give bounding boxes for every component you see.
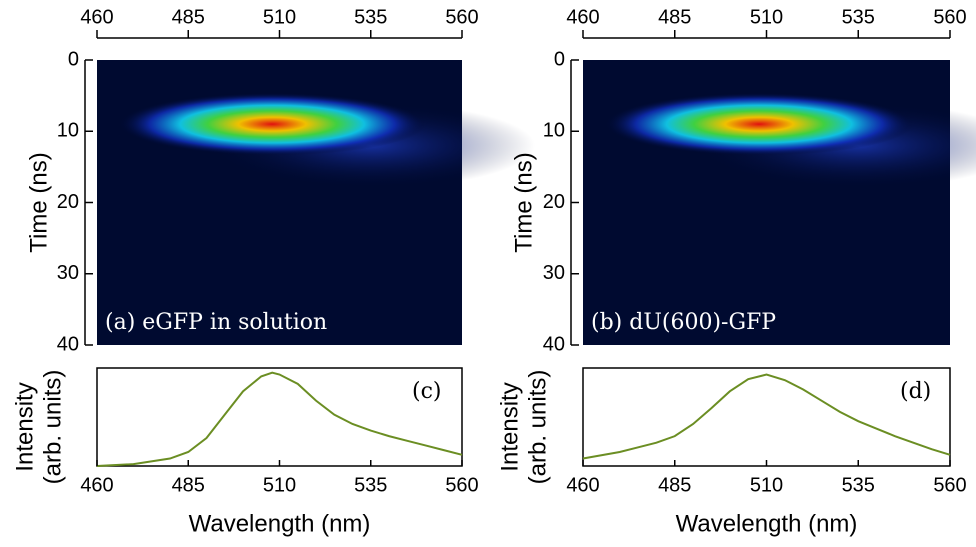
x-tick-label: 560 [445, 6, 478, 28]
y-axis-label: Intensity [496, 382, 523, 471]
plot-frame [96, 367, 463, 467]
x-tick-label: 510 [263, 474, 296, 496]
x-tick-label: 460 [566, 6, 599, 28]
x-tick-label: 510 [263, 6, 296, 28]
x-tick-label: 535 [354, 474, 387, 496]
y-tick-label: 30 [57, 262, 79, 284]
x-tick-label: 460 [80, 474, 113, 496]
x-tick-label: 485 [172, 6, 205, 28]
y-tick-label: 10 [543, 120, 565, 142]
y-axis-label: Time (ns) [510, 152, 537, 252]
y-tick-label: 10 [57, 120, 79, 142]
x-tick-label: 560 [933, 6, 966, 28]
panel-annotation: (c) [412, 379, 442, 404]
y-tick-label: 20 [57, 191, 79, 213]
y-tick-label: 0 [554, 48, 565, 70]
spectrum-line [96, 371, 463, 467]
x-tick-label: 535 [354, 6, 387, 28]
x-tick-label: 510 [750, 474, 783, 496]
x-tick-label: 510 [750, 6, 783, 28]
x-tick-label: 485 [658, 474, 691, 496]
y-axis-label: Intensity [11, 382, 38, 471]
y-axis-label: (arb. units) [524, 370, 551, 485]
panel-annotation: (a) eGFP in solution [105, 310, 327, 335]
x-axis-label: Wavelength (nm) [189, 510, 371, 537]
y-tick-label: 40 [57, 333, 79, 355]
y-tick-label: 40 [543, 333, 565, 355]
spectrum-line [582, 373, 951, 460]
y-tick-label: 20 [543, 191, 565, 213]
plot-frame [582, 367, 951, 467]
heatmap-blob [605, 92, 914, 156]
x-axis-label: Wavelength (nm) [676, 510, 858, 537]
y-tick-label: 0 [68, 48, 79, 70]
y-axis-label: (arb. units) [39, 370, 66, 485]
x-tick-label: 485 [172, 474, 205, 496]
heatmap-blob [118, 92, 426, 156]
y-axis-label: Time (ns) [25, 152, 52, 252]
x-tick-label: 560 [933, 474, 966, 496]
x-tick-label: 560 [445, 474, 478, 496]
x-tick-label: 460 [80, 6, 113, 28]
x-tick-label: 535 [842, 474, 875, 496]
x-tick-label: 535 [842, 6, 875, 28]
x-tick-label: 485 [658, 6, 691, 28]
x-tick-label: 460 [566, 474, 599, 496]
panel-annotation: (b) dU(600)-GFP [591, 310, 776, 335]
y-tick-label: 30 [543, 262, 565, 284]
panel-annotation: (d) [900, 379, 931, 404]
